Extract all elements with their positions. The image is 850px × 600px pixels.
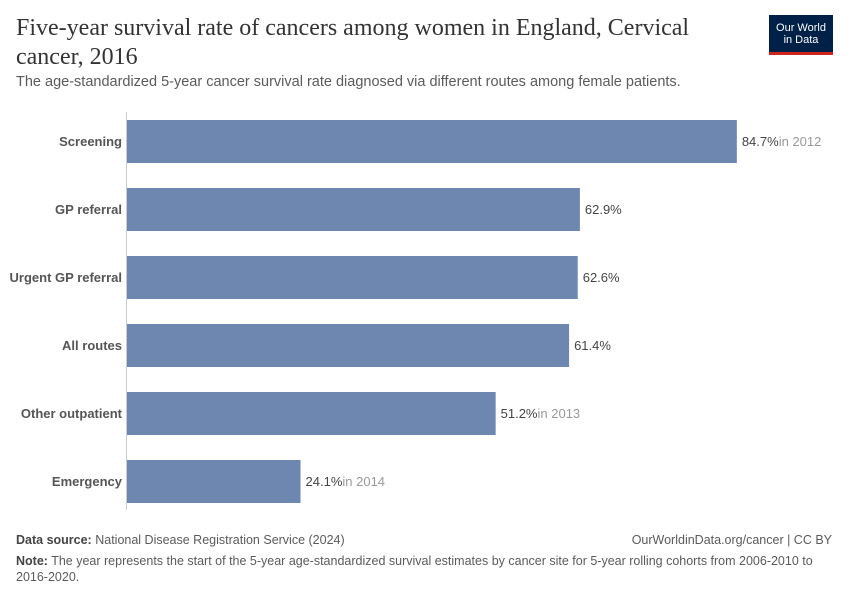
chart-subtitle: The age-standardized 5-year cancer survi… [16,74,681,90]
source-text: National Disease Registration Service (2… [95,533,345,547]
year-note: in 2014 [342,474,385,489]
bar [127,188,580,231]
value-label: 62.9% [585,202,622,217]
bar [127,460,301,503]
value-label: 24.1%in 2014 [306,474,386,489]
owid-logo[interactable]: Our World in Data [769,15,833,55]
source-label: Data source: [16,533,92,547]
value-label: 62.6% [583,270,620,285]
bar [127,256,578,299]
value-label: 84.7%in 2012 [742,134,822,149]
bar [127,120,737,163]
chart-title: Five-year survival rate of cancers among… [16,15,690,70]
category-label: GP referral [55,202,122,217]
note: Note: The year represents the start of t… [16,553,831,585]
note-text: The year represents the start of the 5-y… [16,554,813,584]
bar [127,324,570,367]
source-link[interactable]: OurWorldinData.org/cancer | CC BY [631,533,832,547]
year-note: in 2013 [538,406,581,421]
bar-chart: Screening 84.7%in 2012 GP referral 62.9% Urg… [10,112,822,510]
year-note: in 2012 [779,134,822,149]
category-label: Urgent GP referral [10,270,122,285]
value-label: 51.2%in 2013 [501,406,581,421]
bar [127,392,496,435]
category-label: Screening [59,134,122,149]
category-label: Other outpatient [21,406,123,421]
category-label: All routes [62,338,122,353]
category-label: Emergency [52,474,123,489]
data-source: Data source: National Disease Registrati… [16,533,345,547]
value-label: 61.4% [574,338,611,353]
note-label: Note: [16,554,48,568]
